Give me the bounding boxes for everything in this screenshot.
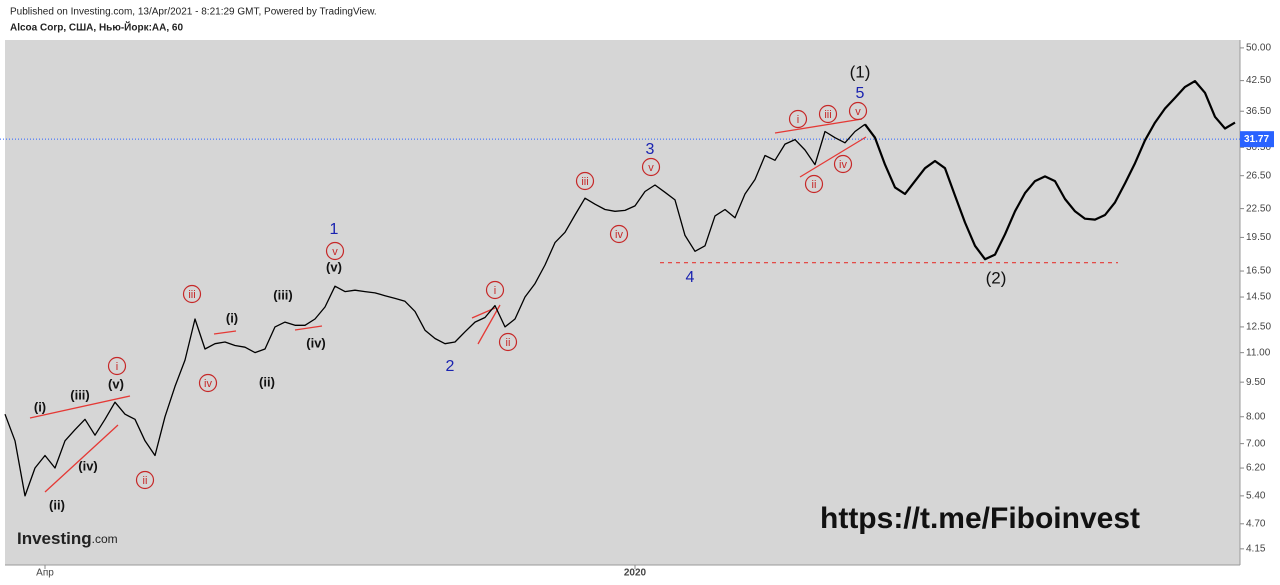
wave-label: ii [812, 179, 817, 191]
wave-circle [818, 104, 838, 124]
y-tick-label: 11.00 [1246, 347, 1271, 358]
header: Published on Investing.com, 13/Apr/2021 … [10, 7, 377, 18]
last-price-label: 31.77 [1244, 134, 1269, 145]
wave-label: v [855, 106, 861, 118]
wave-label: 5 [856, 85, 865, 102]
wave-circle [325, 241, 345, 261]
y-tick-label: 5.40 [1246, 490, 1266, 501]
wave-label: (ii) [49, 497, 65, 512]
chart-title: Alcoa Corp, США, Нью-Йорк:AA, 60 [10, 21, 183, 34]
wave-label: i [116, 361, 118, 373]
y-tick-label: 16.50 [1246, 266, 1271, 277]
wave-label: iii [824, 109, 831, 121]
y-tick-label: 8.00 [1246, 411, 1266, 422]
wave-circle [575, 171, 595, 191]
last-price-box [1240, 131, 1274, 148]
wave-label: iii [188, 289, 195, 301]
y-tick-label: 19.50 [1246, 232, 1271, 243]
wave-label: ii [506, 337, 511, 349]
wave-circle [833, 154, 853, 174]
wave-label: v [648, 162, 654, 174]
wave-label: (i) [34, 399, 46, 414]
logo: Investing.com [17, 529, 118, 548]
wave-label: (i) [226, 310, 238, 325]
wave-label: (2) [986, 268, 1007, 287]
wave-label: (iv) [78, 458, 98, 473]
wave-circle [641, 157, 661, 177]
wave-label: iv [204, 378, 212, 390]
y-tick-label: 22.50 [1246, 203, 1271, 214]
wave-circle [788, 109, 808, 129]
y-tick-label: 14.50 [1246, 292, 1271, 303]
y-tick-label: 26.50 [1246, 170, 1271, 181]
wave-label: iv [839, 159, 847, 171]
y-tick-label: 6.20 [1246, 463, 1266, 474]
y-tick-label: 9.50 [1246, 377, 1266, 388]
wave-circle [848, 101, 868, 121]
price-line [864, 80, 1236, 261]
y-tick-label: 42.50 [1246, 75, 1271, 86]
wave-circle [498, 332, 518, 352]
wave-circle [485, 280, 505, 300]
wave-label: v [332, 246, 338, 258]
wave-label: ii [143, 475, 148, 487]
wave-label: i [797, 114, 799, 126]
trend-lines [29, 118, 867, 493]
y-tick-label: 12.50 [1246, 322, 1271, 333]
y-tick-label: 36.50 [1246, 106, 1271, 117]
wave-circle [198, 373, 218, 393]
wave-label: 2 [446, 358, 455, 375]
wave-label: 3 [646, 141, 655, 158]
wave-label: 4 [686, 269, 695, 286]
wave-label: (v) [108, 376, 124, 391]
logo-text: Investing [17, 529, 92, 548]
y-tick-label: 4.15 [1246, 543, 1266, 554]
wave-circle [135, 470, 155, 490]
wave-circle [107, 356, 127, 376]
wave-label: (v) [326, 259, 342, 274]
wave-label: (iv) [306, 335, 326, 350]
y-tick-label: 4.70 [1246, 518, 1266, 529]
watermark: https://t.me/Fiboinvest [820, 502, 1140, 535]
plot-area [5, 40, 1240, 565]
x-tick-label: 2020 [624, 568, 647, 579]
wave-label: 1 [330, 221, 339, 238]
y-tick-label: 50.00 [1246, 43, 1271, 54]
wave-label: (ii) [259, 374, 275, 389]
y-tick-label: 7.00 [1246, 438, 1266, 449]
wave-circle [609, 224, 629, 244]
wave-label: iii [581, 176, 588, 188]
wave-label: (iii) [70, 387, 90, 402]
wave-label: (1) [850, 62, 871, 81]
wave-label: (iii) [273, 287, 293, 302]
x-tick-label: Апр [36, 568, 54, 579]
wave-label: i [494, 285, 496, 297]
logo-suffix: .com [92, 532, 118, 546]
wave-label: iv [615, 229, 623, 241]
price-line [4, 123, 866, 497]
wave-circle [804, 174, 824, 194]
y-tick-label: 30.50 [1246, 142, 1271, 153]
wave-circle [182, 284, 202, 304]
